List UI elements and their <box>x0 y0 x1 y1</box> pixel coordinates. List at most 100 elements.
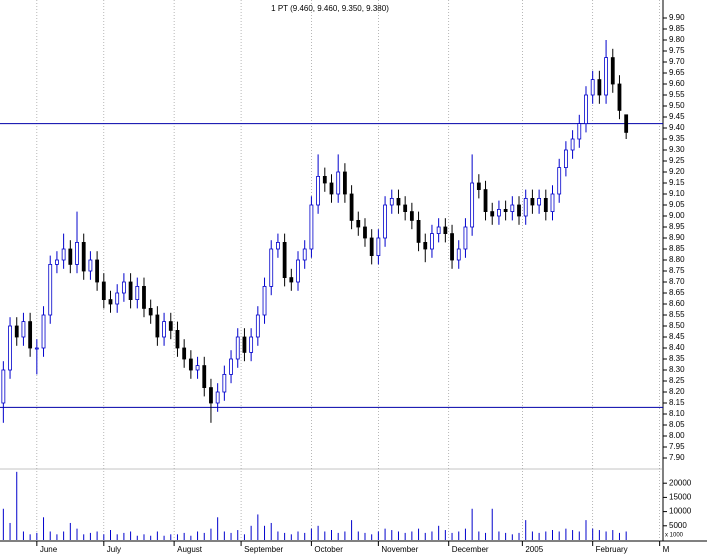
y-tick-label: 9.25 <box>669 156 685 165</box>
x-tick-label: October <box>314 545 343 554</box>
candle-body <box>175 329 180 349</box>
candle-body <box>115 292 120 305</box>
candle-body <box>142 285 146 309</box>
candle-body <box>604 57 608 96</box>
candle-body <box>557 167 562 195</box>
x-tick-label: February <box>596 545 628 554</box>
x-tick-label: M <box>663 545 670 554</box>
candle-body <box>624 114 629 133</box>
candle-body <box>409 211 414 221</box>
candle-body <box>188 358 193 371</box>
y-tick-label: 8.95 <box>669 222 685 231</box>
y-tick-label: 9.35 <box>669 134 685 143</box>
candle-body <box>148 307 153 316</box>
candle-body <box>456 248 461 261</box>
candle-body <box>269 248 274 287</box>
candle-body <box>276 241 280 250</box>
candle-body <box>202 365 207 389</box>
candle-body <box>41 314 46 349</box>
candle-body <box>423 241 428 250</box>
candle-body <box>543 197 548 212</box>
x-tick-label: September <box>244 545 283 554</box>
y-tick-label: 8.85 <box>669 244 685 253</box>
candle-body <box>476 182 481 190</box>
candle-body <box>309 204 314 250</box>
candle-body <box>329 182 334 195</box>
volume-unit-label: x 1000 <box>665 533 684 539</box>
candle-body <box>34 347 39 350</box>
candle-body <box>483 189 488 213</box>
y-tick-label: 8.40 <box>669 343 685 352</box>
candle-body <box>128 281 133 301</box>
candle-body <box>430 233 434 250</box>
candle-body <box>389 197 394 206</box>
candle-body <box>403 204 408 212</box>
candle-body <box>282 241 287 278</box>
candle-body <box>550 193 555 213</box>
candle-body <box>416 219 421 243</box>
y-tick-label: 8.45 <box>669 332 685 341</box>
x-tick-label: November <box>381 545 418 554</box>
candle-body <box>563 149 568 169</box>
y-tick-label: 9.50 <box>669 101 685 110</box>
y-tick-label: 8.55 <box>669 310 685 319</box>
candle-body <box>530 197 535 206</box>
candle-body <box>490 211 495 217</box>
candle-body <box>215 391 220 404</box>
x-tick-label: 2005 <box>525 545 543 554</box>
candle-body <box>28 321 33 349</box>
y-tick-label: 8.90 <box>669 233 685 242</box>
candle-body <box>88 259 93 272</box>
candle-body <box>168 321 173 331</box>
candle-body <box>342 171 347 195</box>
y-tick-label: 9.80 <box>669 35 685 44</box>
candle-body <box>363 226 367 239</box>
candle-body <box>523 197 528 217</box>
candle-body <box>537 197 542 206</box>
candle-body <box>61 248 66 261</box>
volume-tick-label: 15000 <box>669 493 692 502</box>
y-tick-label: 7.95 <box>669 442 685 451</box>
candle-body <box>68 248 73 265</box>
candle-body <box>182 347 187 360</box>
candle-body <box>55 259 59 265</box>
y-tick-label: 9.20 <box>669 167 685 176</box>
volume-tick-label: 5000 <box>669 521 687 530</box>
candle-body <box>135 285 140 300</box>
candle-body <box>249 336 254 353</box>
candle-body <box>450 233 454 261</box>
y-tick-label: 9.15 <box>669 178 685 187</box>
candle-body <box>597 79 602 96</box>
candle-body <box>376 237 381 257</box>
candle-body <box>101 281 106 301</box>
chart-title: 1 PT (9.460, 9.460, 9.350, 9.380) <box>271 4 389 13</box>
candle-body <box>617 83 622 111</box>
candle-body <box>222 373 227 393</box>
candle-body <box>235 336 240 360</box>
candle-body <box>463 226 468 250</box>
x-tick-label: June <box>40 545 58 554</box>
candle-body <box>316 175 321 206</box>
candle-body <box>81 241 86 272</box>
y-tick-label: 8.25 <box>669 376 685 385</box>
candle-body <box>48 263 53 316</box>
candle-body <box>436 226 441 234</box>
candle-body <box>570 138 575 151</box>
y-tick-label: 9.30 <box>669 145 685 154</box>
candle-body <box>242 336 247 353</box>
candle-body <box>95 259 100 283</box>
candle-body <box>195 365 200 371</box>
candle-body <box>396 197 401 206</box>
candle-body <box>349 193 354 221</box>
y-tick-label: 9.45 <box>669 112 685 121</box>
candle-body <box>14 325 19 338</box>
candle-body <box>162 321 166 338</box>
candle-body <box>590 79 595 96</box>
y-tick-label: 8.35 <box>669 354 685 363</box>
y-tick-label: 9.60 <box>669 79 685 88</box>
candle-body <box>302 248 307 261</box>
candle-body <box>121 281 126 294</box>
y-tick-label: 8.05 <box>669 420 685 429</box>
candle-body <box>262 285 267 316</box>
